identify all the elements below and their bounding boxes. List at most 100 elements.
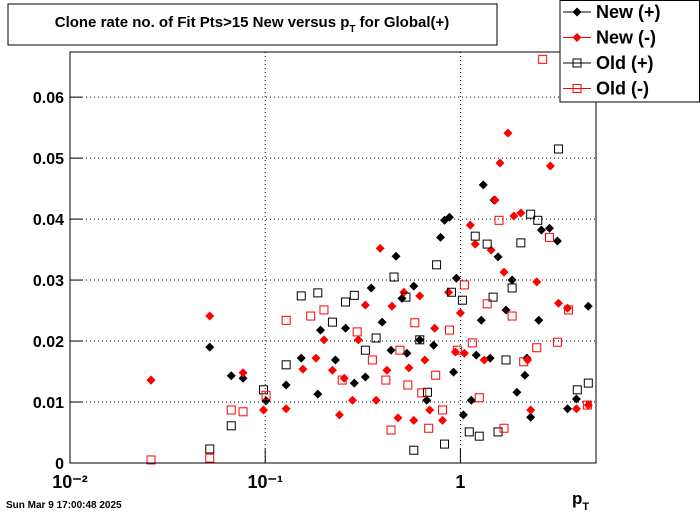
diamond-marker [534, 315, 544, 325]
square-marker [501, 355, 511, 365]
square-marker [205, 453, 215, 463]
square-marker [474, 431, 484, 441]
square-marker [281, 315, 291, 325]
square-marker [238, 407, 248, 417]
diamond-marker [353, 335, 363, 345]
chart-title: Clone rate no. of Fit Pts>15 New versus … [55, 14, 450, 35]
square-marker [438, 405, 448, 415]
diamond-marker [330, 355, 340, 365]
square-marker [499, 423, 509, 433]
square-marker [474, 393, 484, 403]
diamond-marker [341, 323, 351, 333]
diamond-marker [298, 364, 308, 374]
diamond-marker [319, 335, 329, 345]
diamond-marker [571, 404, 581, 414]
square-marker [360, 345, 370, 355]
square-marker [457, 295, 467, 305]
diamond-marker [393, 413, 403, 423]
square-marker [459, 280, 469, 290]
diamond-marker [512, 387, 522, 397]
square-marker [452, 345, 462, 355]
square-marker [296, 291, 306, 301]
diamond-marker [466, 395, 476, 405]
square-marker [371, 333, 381, 343]
square-marker [583, 378, 593, 388]
diamond-marker [516, 208, 526, 218]
square-marker [415, 335, 425, 345]
square-marker [409, 445, 419, 455]
diamond-marker [425, 405, 435, 415]
square-marker [327, 317, 337, 327]
diamond-marker [347, 395, 357, 405]
square-marker [507, 311, 517, 321]
square-marker [422, 387, 432, 397]
diamond-marker [387, 301, 397, 311]
square-marker [341, 297, 351, 307]
square-marker [432, 260, 442, 270]
diamond-marker [311, 353, 321, 363]
diamond-marker [509, 211, 519, 221]
diamond-marker [476, 315, 486, 325]
square-marker [488, 292, 498, 302]
timestamp: Sun Mar 9 17:00:48 2025 [6, 500, 122, 511]
diamond-marker [386, 345, 396, 355]
diamond-marker [499, 267, 509, 277]
diamond-marker [438, 415, 448, 425]
diamond-marker [495, 158, 505, 168]
diamond-marker [313, 389, 323, 399]
y-tick-label: 0.03 [33, 273, 64, 290]
square-marker [319, 305, 329, 315]
diamond-marker [422, 395, 432, 405]
x-tick-label: 10⁻¹ [247, 472, 283, 492]
diamond-marker [479, 355, 489, 365]
square-marker [352, 327, 362, 337]
diamond-marker [458, 410, 468, 420]
square-marker [446, 287, 456, 297]
square-marker [306, 311, 316, 321]
legend-box [559, 0, 700, 103]
diamond-marker [520, 370, 530, 380]
square-marker [494, 215, 504, 225]
diamond-marker [371, 395, 381, 405]
diamond-marker [261, 396, 271, 406]
diamond-marker [544, 223, 554, 233]
diamond-marker [238, 368, 248, 378]
square-marker [417, 388, 427, 398]
diamond-marker [536, 225, 546, 235]
square-marker [526, 209, 536, 219]
square-marker [467, 338, 477, 348]
diamond-marker [316, 325, 326, 335]
diamond-marker [552, 236, 562, 246]
diamond-marker [493, 252, 503, 262]
diamond-marker [455, 308, 465, 318]
square-marker [519, 357, 529, 367]
square-marker [381, 375, 391, 385]
square-marker [226, 421, 236, 431]
diamond-marker [349, 378, 359, 388]
square-marker [261, 390, 271, 400]
square-marker [553, 144, 563, 154]
square-marker [313, 288, 323, 298]
square-marker [470, 231, 480, 241]
square-marker [395, 345, 405, 355]
legend-label: Old (+) [596, 53, 654, 73]
diamond-marker [532, 277, 542, 287]
diamond-marker [430, 323, 440, 333]
diamond-marker [507, 275, 517, 285]
legend-label: Old (-) [596, 79, 649, 99]
y-tick-label: 0.06 [33, 90, 64, 107]
title-box [7, 3, 498, 46]
legend-label: New (-) [596, 28, 656, 48]
diamond-marker [146, 375, 156, 385]
diamond-marker [444, 212, 454, 222]
diamond-marker [526, 412, 536, 422]
diamond-marker [258, 405, 268, 415]
diamond-marker [490, 195, 500, 205]
diamond-marker [296, 353, 306, 363]
diamond-marker [583, 301, 593, 311]
square-marker [389, 272, 399, 282]
y-tick-label: 0.02 [33, 334, 64, 351]
square-marker [403, 380, 413, 390]
square-marker [482, 299, 492, 309]
diamond-marker [281, 404, 291, 414]
